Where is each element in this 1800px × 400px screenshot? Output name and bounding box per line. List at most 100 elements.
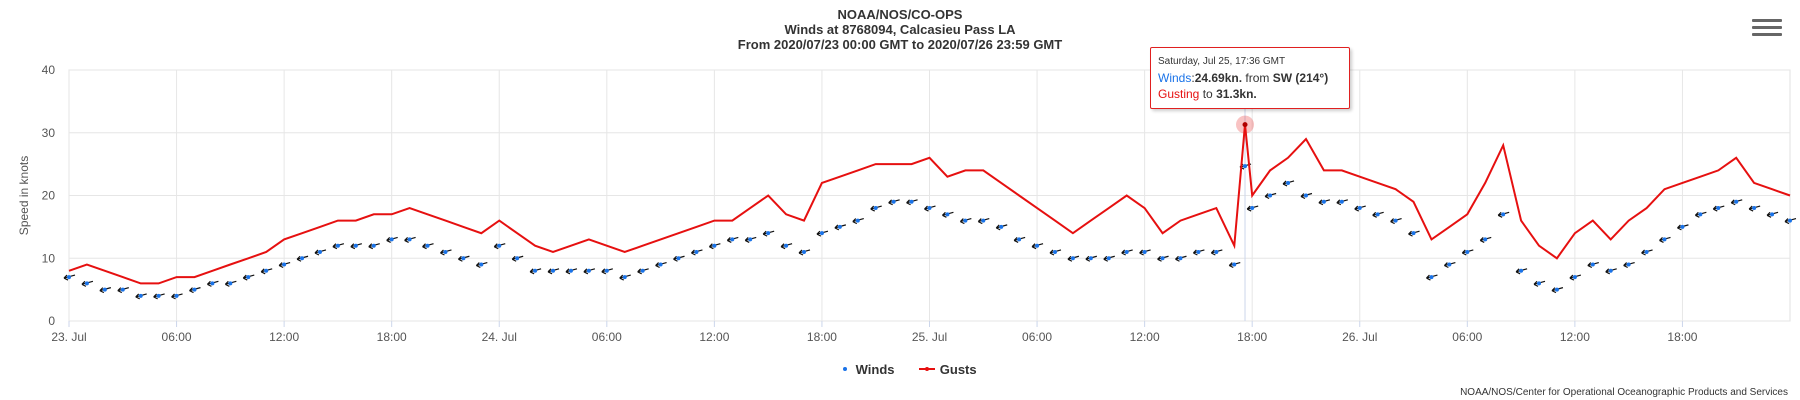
wind-point (1178, 256, 1183, 261)
wind-point (497, 243, 502, 248)
wind-point (1357, 206, 1362, 211)
wind-point (891, 199, 896, 204)
wind-point (1124, 249, 1129, 254)
wind-point (1243, 164, 1248, 169)
wind-point (1035, 243, 1040, 248)
wind-point (479, 262, 484, 267)
highlight-point (1242, 122, 1248, 128)
legend-item-winds[interactable]: Winds (838, 362, 895, 377)
wind-point (640, 268, 645, 273)
wind-point (300, 256, 305, 261)
x-tick-label: 12:00 (1130, 330, 1160, 344)
wind-point (1088, 256, 1093, 261)
x-tick-label: 06:00 (1452, 330, 1482, 344)
wind-point (766, 231, 771, 236)
wind-point (317, 249, 322, 254)
wind-point (461, 256, 466, 261)
wind-point (1752, 206, 1757, 211)
wind-point (909, 199, 914, 204)
wind-point (873, 206, 878, 211)
wind-point (389, 237, 394, 242)
wind-point (999, 224, 1004, 229)
wind-point (335, 243, 340, 248)
wind-point (515, 256, 520, 261)
x-tick-label: 06:00 (162, 330, 192, 344)
wind-point (748, 237, 753, 242)
tooltip-date: Saturday, Jul 25, 17:36 GMT (1158, 56, 1286, 67)
x-tick-label: 12:00 (699, 330, 729, 344)
wind-point (371, 243, 376, 248)
wind-point (353, 243, 358, 248)
wind-point (819, 231, 824, 236)
wind-point (1698, 212, 1703, 217)
wind-point (1160, 256, 1165, 261)
x-tick-label: 06:00 (1022, 330, 1052, 344)
legend-winds-label: Winds (855, 362, 895, 377)
wind-point (1411, 231, 1416, 236)
x-tick-label: 24. Jul (482, 330, 517, 344)
wind-point (1429, 275, 1434, 280)
wind-point (1788, 218, 1792, 223)
wind-point (730, 237, 735, 242)
hamburger-menu-icon[interactable] (1752, 15, 1782, 45)
wind-point (1232, 262, 1237, 267)
tooltip-winds-line: Winds:24.69kn. from SW (214°) (1158, 71, 1329, 85)
wind-point (1052, 249, 1057, 254)
wind-point (784, 243, 789, 248)
y-tick-label: 20 (42, 189, 56, 203)
wind-point (192, 287, 197, 292)
tooltip-gust-value: 31.3kn. (1216, 87, 1257, 101)
wind-point (407, 237, 412, 242)
wind-point (1590, 262, 1595, 267)
legend-gusts-label: Gusts (939, 362, 977, 377)
wind-point (1070, 256, 1075, 261)
wind-point (1716, 206, 1721, 211)
wind-point (1321, 199, 1326, 204)
wind-point (533, 268, 538, 273)
tooltip-winds-from: from (1245, 71, 1270, 85)
wind-point (622, 275, 627, 280)
wind-point (282, 262, 287, 267)
wind-point (1393, 218, 1398, 223)
y-tick-label: 40 (42, 63, 56, 77)
wind-point (228, 281, 233, 286)
wind-point (981, 218, 986, 223)
wind-point (1214, 249, 1219, 254)
wind-point (1734, 199, 1739, 204)
legend-winds-marker-icon (843, 367, 847, 371)
wind-point (568, 268, 573, 273)
wind-point (694, 249, 699, 254)
wind-point (963, 218, 968, 223)
wind-point (1483, 237, 1488, 242)
wind-point (1608, 268, 1613, 273)
wind-point (1537, 281, 1542, 286)
wind-point (264, 268, 269, 273)
x-tick-label: 18:00 (377, 330, 407, 344)
tooltip-winds-direction: SW (214°) (1272, 71, 1329, 85)
x-tick-label: 18:00 (807, 330, 837, 344)
wind-point (1250, 206, 1255, 211)
x-tick-label: 25. Jul (912, 330, 947, 344)
wind-point (1303, 193, 1308, 198)
wind-point (1017, 237, 1022, 242)
legend-item-gusts[interactable]: Gusts (918, 362, 977, 377)
wind-point (802, 249, 807, 254)
x-tick-label: 23. Jul (51, 330, 86, 344)
chart-title-station: Winds at 8768094, Calcasieu Pass LA (784, 22, 1016, 37)
x-tick-label: 26. Jul (1342, 330, 1377, 344)
wind-point (1572, 275, 1577, 280)
x-tick-label: 12:00 (269, 330, 299, 344)
wind-point (1196, 249, 1201, 254)
wind-point (1106, 256, 1111, 261)
wind-point (945, 212, 950, 217)
wind-point (138, 293, 143, 298)
y-tick-label: 0 (48, 314, 55, 328)
wind-point (1519, 268, 1524, 273)
wind-point (1626, 262, 1631, 267)
tooltip-gust-to: to (1202, 87, 1213, 101)
wind-point (551, 268, 556, 273)
wind-point (102, 287, 107, 292)
wind-point (1501, 212, 1506, 217)
wind-point (712, 243, 717, 248)
